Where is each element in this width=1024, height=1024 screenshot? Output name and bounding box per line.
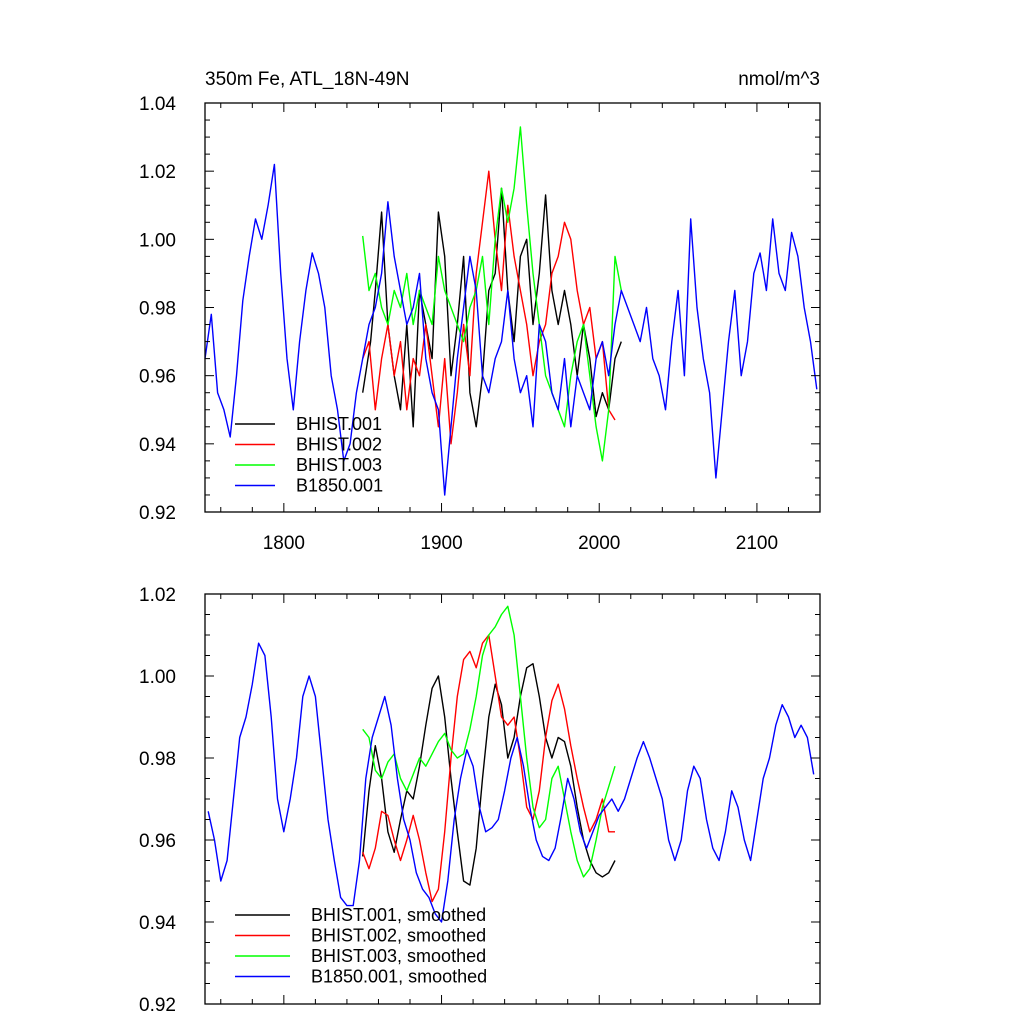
series-layer-bottom [207, 605, 815, 923]
series-line-2 [362, 605, 616, 878]
series-line-3 [204, 163, 818, 496]
y-tick-label: 0.94 [139, 913, 176, 934]
tick-layer-bottom: 0.92 0.94 0.96 0.98 1.00 1.02 [139, 585, 821, 1016]
units-label: nmol/m^3 [738, 69, 820, 90]
x-tick-label: 1900 [420, 533, 462, 554]
y-tick-label: 0.92 [139, 995, 176, 1016]
y-tick-label: 1.02 [139, 585, 176, 606]
y-tick-label: 1.00 [139, 667, 176, 688]
series-layer-top [204, 126, 818, 496]
legend-label: BHIST.003, smoothed [311, 946, 486, 966]
y-tick-label: 1.04 [139, 94, 176, 115]
x-tick-label: 2100 [736, 533, 778, 554]
plot-frame-bottom [204, 593, 821, 1005]
y-tick-label: 0.96 [139, 831, 176, 852]
y-tick-label: 1.00 [139, 230, 176, 251]
legend-label: B1850.001 [296, 476, 383, 496]
chart-title: 350m Fe, ATL_18N-49N [205, 69, 410, 90]
series-line-3 [207, 642, 815, 923]
y-tick-label: 0.98 [139, 299, 176, 320]
x-tick-label: 2000 [578, 533, 620, 554]
legend-label: BHIST.001 [296, 414, 382, 434]
y-tick-label: 0.98 [139, 749, 176, 770]
legend-label: BHIST.002, smoothed [311, 926, 486, 946]
series-line-1 [362, 170, 616, 445]
bottom-panel: 0.92 0.94 0.96 0.98 1.00 1.02 BHIST.001, smoo… [139, 585, 821, 1016]
y-tick-label: 0.94 [139, 435, 176, 456]
y-tick-label: 0.96 [139, 367, 176, 388]
y-tick-label: 1.02 [139, 162, 176, 183]
top-panel: 350m Fe, ATL_18N-49N nmol/m^3 1800 1900 20… [139, 69, 821, 554]
x-tick-label: 1800 [263, 533, 305, 554]
legend-label: BHIST.001, smoothed [311, 905, 486, 925]
series-line-0 [362, 663, 616, 886]
legend-label: BHIST.002 [296, 435, 382, 455]
legend-label: BHIST.003 [296, 455, 382, 475]
series-line-2 [362, 126, 622, 462]
plot-frame-top [204, 102, 821, 513]
tick-layer-top: 1800 1900 2000 2100 0.92 0.94 0.96 0.98 1.00 1.02… [139, 94, 821, 554]
y-tick-label: 0.92 [139, 503, 176, 524]
legend-label: B1850.001, smoothed [311, 967, 487, 987]
